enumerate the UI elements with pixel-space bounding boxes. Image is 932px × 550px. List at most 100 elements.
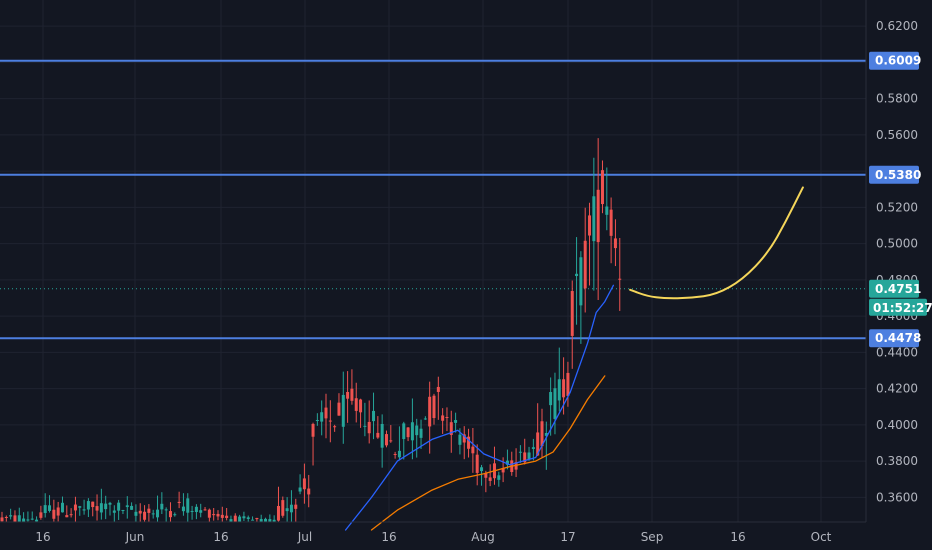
- candle-body: [480, 467, 483, 471]
- candle-body: [100, 503, 103, 512]
- y-tick-label: 0.4200: [876, 382, 918, 396]
- candle-body: [247, 517, 250, 519]
- candle-body: [411, 422, 414, 440]
- candle-body: [618, 279, 621, 280]
- candle-body: [70, 514, 73, 515]
- candle-body: [117, 503, 120, 511]
- candle-body: [355, 398, 358, 411]
- candle-body: [605, 207, 608, 215]
- candle-body: [579, 257, 582, 305]
- candle-body: [389, 440, 392, 441]
- candle-body: [9, 515, 12, 516]
- candle-body: [18, 515, 21, 521]
- candle-body: [342, 395, 345, 427]
- candle-body: [186, 498, 189, 512]
- candle-body: [519, 452, 522, 453]
- x-tick-label: 16: [730, 530, 745, 544]
- x-tick-label: Jun: [125, 530, 145, 544]
- candle-body: [553, 388, 556, 419]
- candle-body: [26, 519, 29, 520]
- candle-body: [372, 411, 375, 421]
- candle-body: [255, 518, 258, 519]
- candle-body: [320, 412, 323, 421]
- candle-body: [346, 392, 349, 399]
- candle-body: [1, 517, 4, 521]
- level-price-tag-label: 0.4478: [875, 331, 921, 345]
- candle-body: [445, 417, 448, 418]
- candle-body: [428, 397, 431, 427]
- level-price-tag-label: 0.5380: [875, 168, 921, 182]
- candle-body: [597, 190, 600, 242]
- y-tick-label: 0.5600: [876, 128, 918, 142]
- level-price-tag-label: 0.6009: [875, 54, 921, 68]
- candle-body: [195, 507, 198, 512]
- candle-body: [424, 418, 427, 419]
- candle-body: [489, 477, 492, 480]
- candle-body: [441, 415, 444, 420]
- candle-body: [281, 500, 284, 516]
- candle-body: [121, 510, 124, 511]
- candle-body: [212, 514, 215, 515]
- x-tick-label: Jul: [297, 530, 312, 544]
- candle-body: [562, 379, 565, 397]
- candle-body: [532, 447, 535, 449]
- candle-body: [13, 515, 16, 522]
- candle-body: [433, 396, 436, 418]
- candle-body: [61, 503, 64, 513]
- x-tick-label: Aug: [471, 530, 494, 544]
- candle-body: [368, 422, 371, 433]
- candle-body: [614, 238, 617, 248]
- candle-body: [610, 210, 613, 236]
- candle-body: [104, 504, 107, 509]
- y-tick-label: 0.3800: [876, 454, 918, 468]
- candle-body: [225, 516, 228, 518]
- candle-body: [601, 170, 604, 204]
- candle-body: [476, 455, 479, 473]
- candle-body: [286, 508, 289, 511]
- candle-body: [52, 510, 55, 519]
- candle-body: [160, 504, 163, 510]
- candle-body: [385, 434, 388, 445]
- candle-body: [381, 424, 384, 448]
- candle-body: [299, 488, 302, 492]
- y-tick-label: 0.5200: [876, 200, 918, 214]
- candle-body: [316, 420, 319, 421]
- candle-body: [584, 241, 587, 289]
- candle-body: [350, 389, 353, 401]
- candle-body: [96, 506, 99, 511]
- candle-body: [420, 429, 423, 438]
- candle-body: [199, 510, 202, 513]
- candle-body: [217, 514, 220, 517]
- candle-body: [39, 512, 42, 517]
- candle-body: [329, 421, 332, 422]
- candle-body: [437, 387, 440, 392]
- candle-body: [549, 392, 552, 405]
- candle-body: [44, 505, 47, 513]
- y-tick-label: 0.3600: [876, 490, 918, 504]
- candle-body: [325, 408, 328, 419]
- y-tick-label: 0.5000: [876, 237, 918, 251]
- candle-body: [113, 511, 116, 513]
- candle-body: [191, 511, 194, 512]
- candle-body: [173, 514, 176, 515]
- y-tick-label: 0.4400: [876, 345, 918, 359]
- candle-body: [312, 424, 315, 437]
- candle-body: [407, 427, 410, 437]
- candle-body: [566, 373, 569, 396]
- candle-body: [182, 507, 185, 512]
- current-price-tag-label: 0.4751: [875, 282, 921, 296]
- candle-body: [143, 512, 146, 520]
- x-tick-label: 16: [35, 530, 50, 544]
- x-tick-label: 16: [213, 530, 228, 544]
- candle-body: [169, 511, 172, 517]
- candle-body: [307, 489, 310, 495]
- candle-body: [558, 379, 561, 400]
- candle-body: [91, 502, 94, 507]
- candle-body: [87, 501, 90, 509]
- candle-body: [264, 519, 267, 522]
- candle-body: [337, 403, 340, 416]
- x-tick-label: Sep: [641, 530, 664, 544]
